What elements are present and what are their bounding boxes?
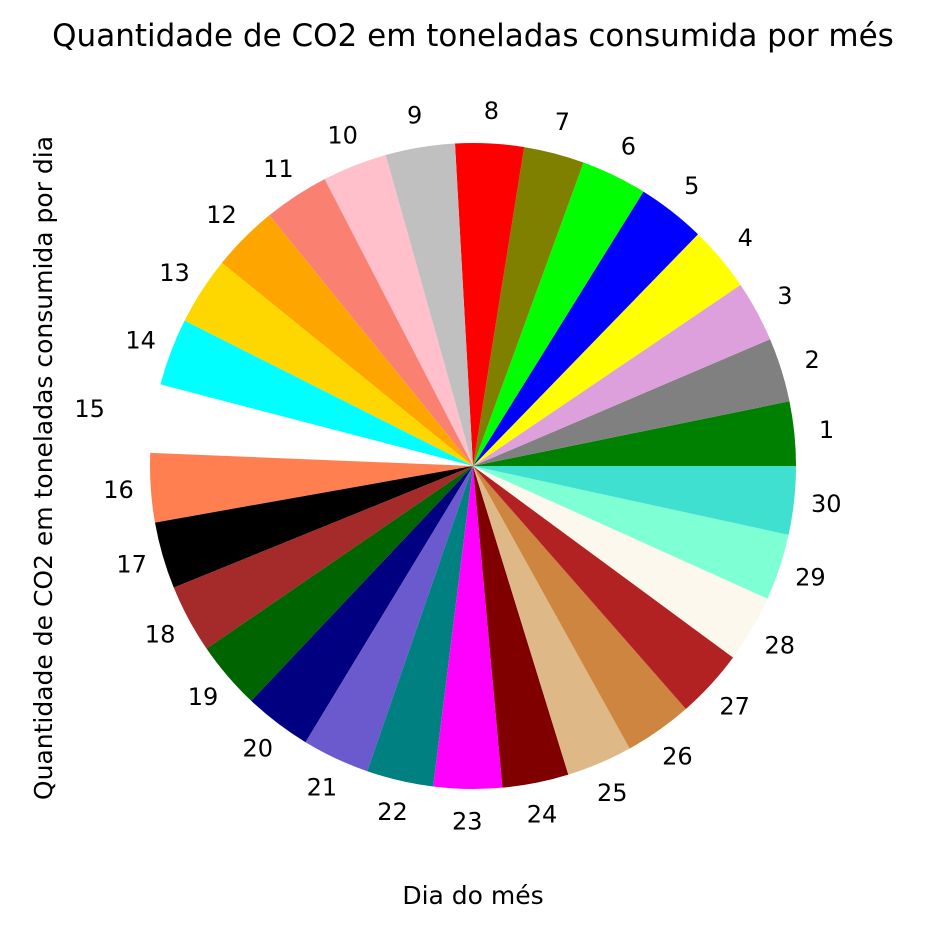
slice-label-19: 19 [188,683,219,711]
slice-label-16: 16 [103,476,134,504]
slice-label-11: 11 [263,155,294,183]
pie-slice-2 [473,339,790,466]
pie-slice-17 [154,466,474,588]
pie-slice-3 [473,284,771,466]
pie-slice-24 [473,466,569,788]
slice-label-15: 15 [74,395,105,423]
slice-label-10: 10 [327,121,358,149]
pie-slice-19 [206,466,474,701]
slice-label-1: 1 [819,416,834,444]
slice-label-14: 14 [125,326,156,354]
slice-label-2: 2 [805,346,820,374]
slice-label-4: 4 [738,224,753,252]
slice-label-23: 23 [452,807,483,835]
pie-slice-13 [184,262,474,466]
pie-slice-10 [324,155,473,466]
pie-slice-25 [473,466,630,775]
slice-label-12: 12 [206,201,237,229]
pie-slice-18 [173,466,474,649]
pie-slice-14 [160,320,473,466]
slice-label-6: 6 [621,132,636,160]
pie-slice-23 [433,466,503,789]
pie-slice-28 [473,466,768,658]
slice-label-13: 13 [159,259,190,287]
slice-label-7: 7 [555,108,570,136]
slice-label-29: 29 [795,563,826,591]
slice-label-30: 30 [811,490,842,518]
slice-label-5: 5 [684,172,699,200]
pie-slice-12 [221,215,473,466]
slice-label-9: 9 [407,102,422,130]
slice-label-20: 20 [242,735,273,763]
pie-slice-26 [473,466,686,749]
pie-slice-16 [150,452,473,523]
slice-label-28: 28 [764,631,795,659]
slice-label-3: 3 [777,282,792,310]
slice-label-8: 8 [484,97,499,125]
pie-slice-20 [251,466,473,743]
pie-slice-30 [473,466,796,535]
chart-title: Quantidade de CO2 em toneladas consumida… [52,18,894,54]
x-axis-label: Dia do més [402,881,543,910]
pie-slice-5 [473,191,699,466]
slice-label-17: 17 [116,551,147,579]
pie-slice-11 [269,179,473,466]
pie-slice-27 [473,466,734,709]
pie-slices [118,143,796,789]
slice-label-24: 24 [527,801,558,829]
slice-label-26: 26 [662,743,693,771]
slice-label-22: 22 [377,798,408,826]
pie-slice-21 [305,466,473,772]
pie-slice-6 [473,162,644,466]
slice-label-21: 21 [307,774,338,802]
pie-slice-29 [473,466,789,599]
slice-label-25: 25 [597,779,628,807]
pie-slice-8 [454,143,525,466]
slice-label-18: 18 [145,620,176,648]
pie-slice-1 [473,401,796,466]
y-axis-label: Quantidade de CO2 em toneladas consumida… [29,136,58,800]
pie-slice-7 [473,147,584,466]
pie-slice-15 [118,379,442,462]
pie-slice-9 [385,143,473,466]
slice-label-27: 27 [719,692,750,720]
pie-slice-22 [367,466,473,787]
pie-slice-4 [473,234,741,466]
